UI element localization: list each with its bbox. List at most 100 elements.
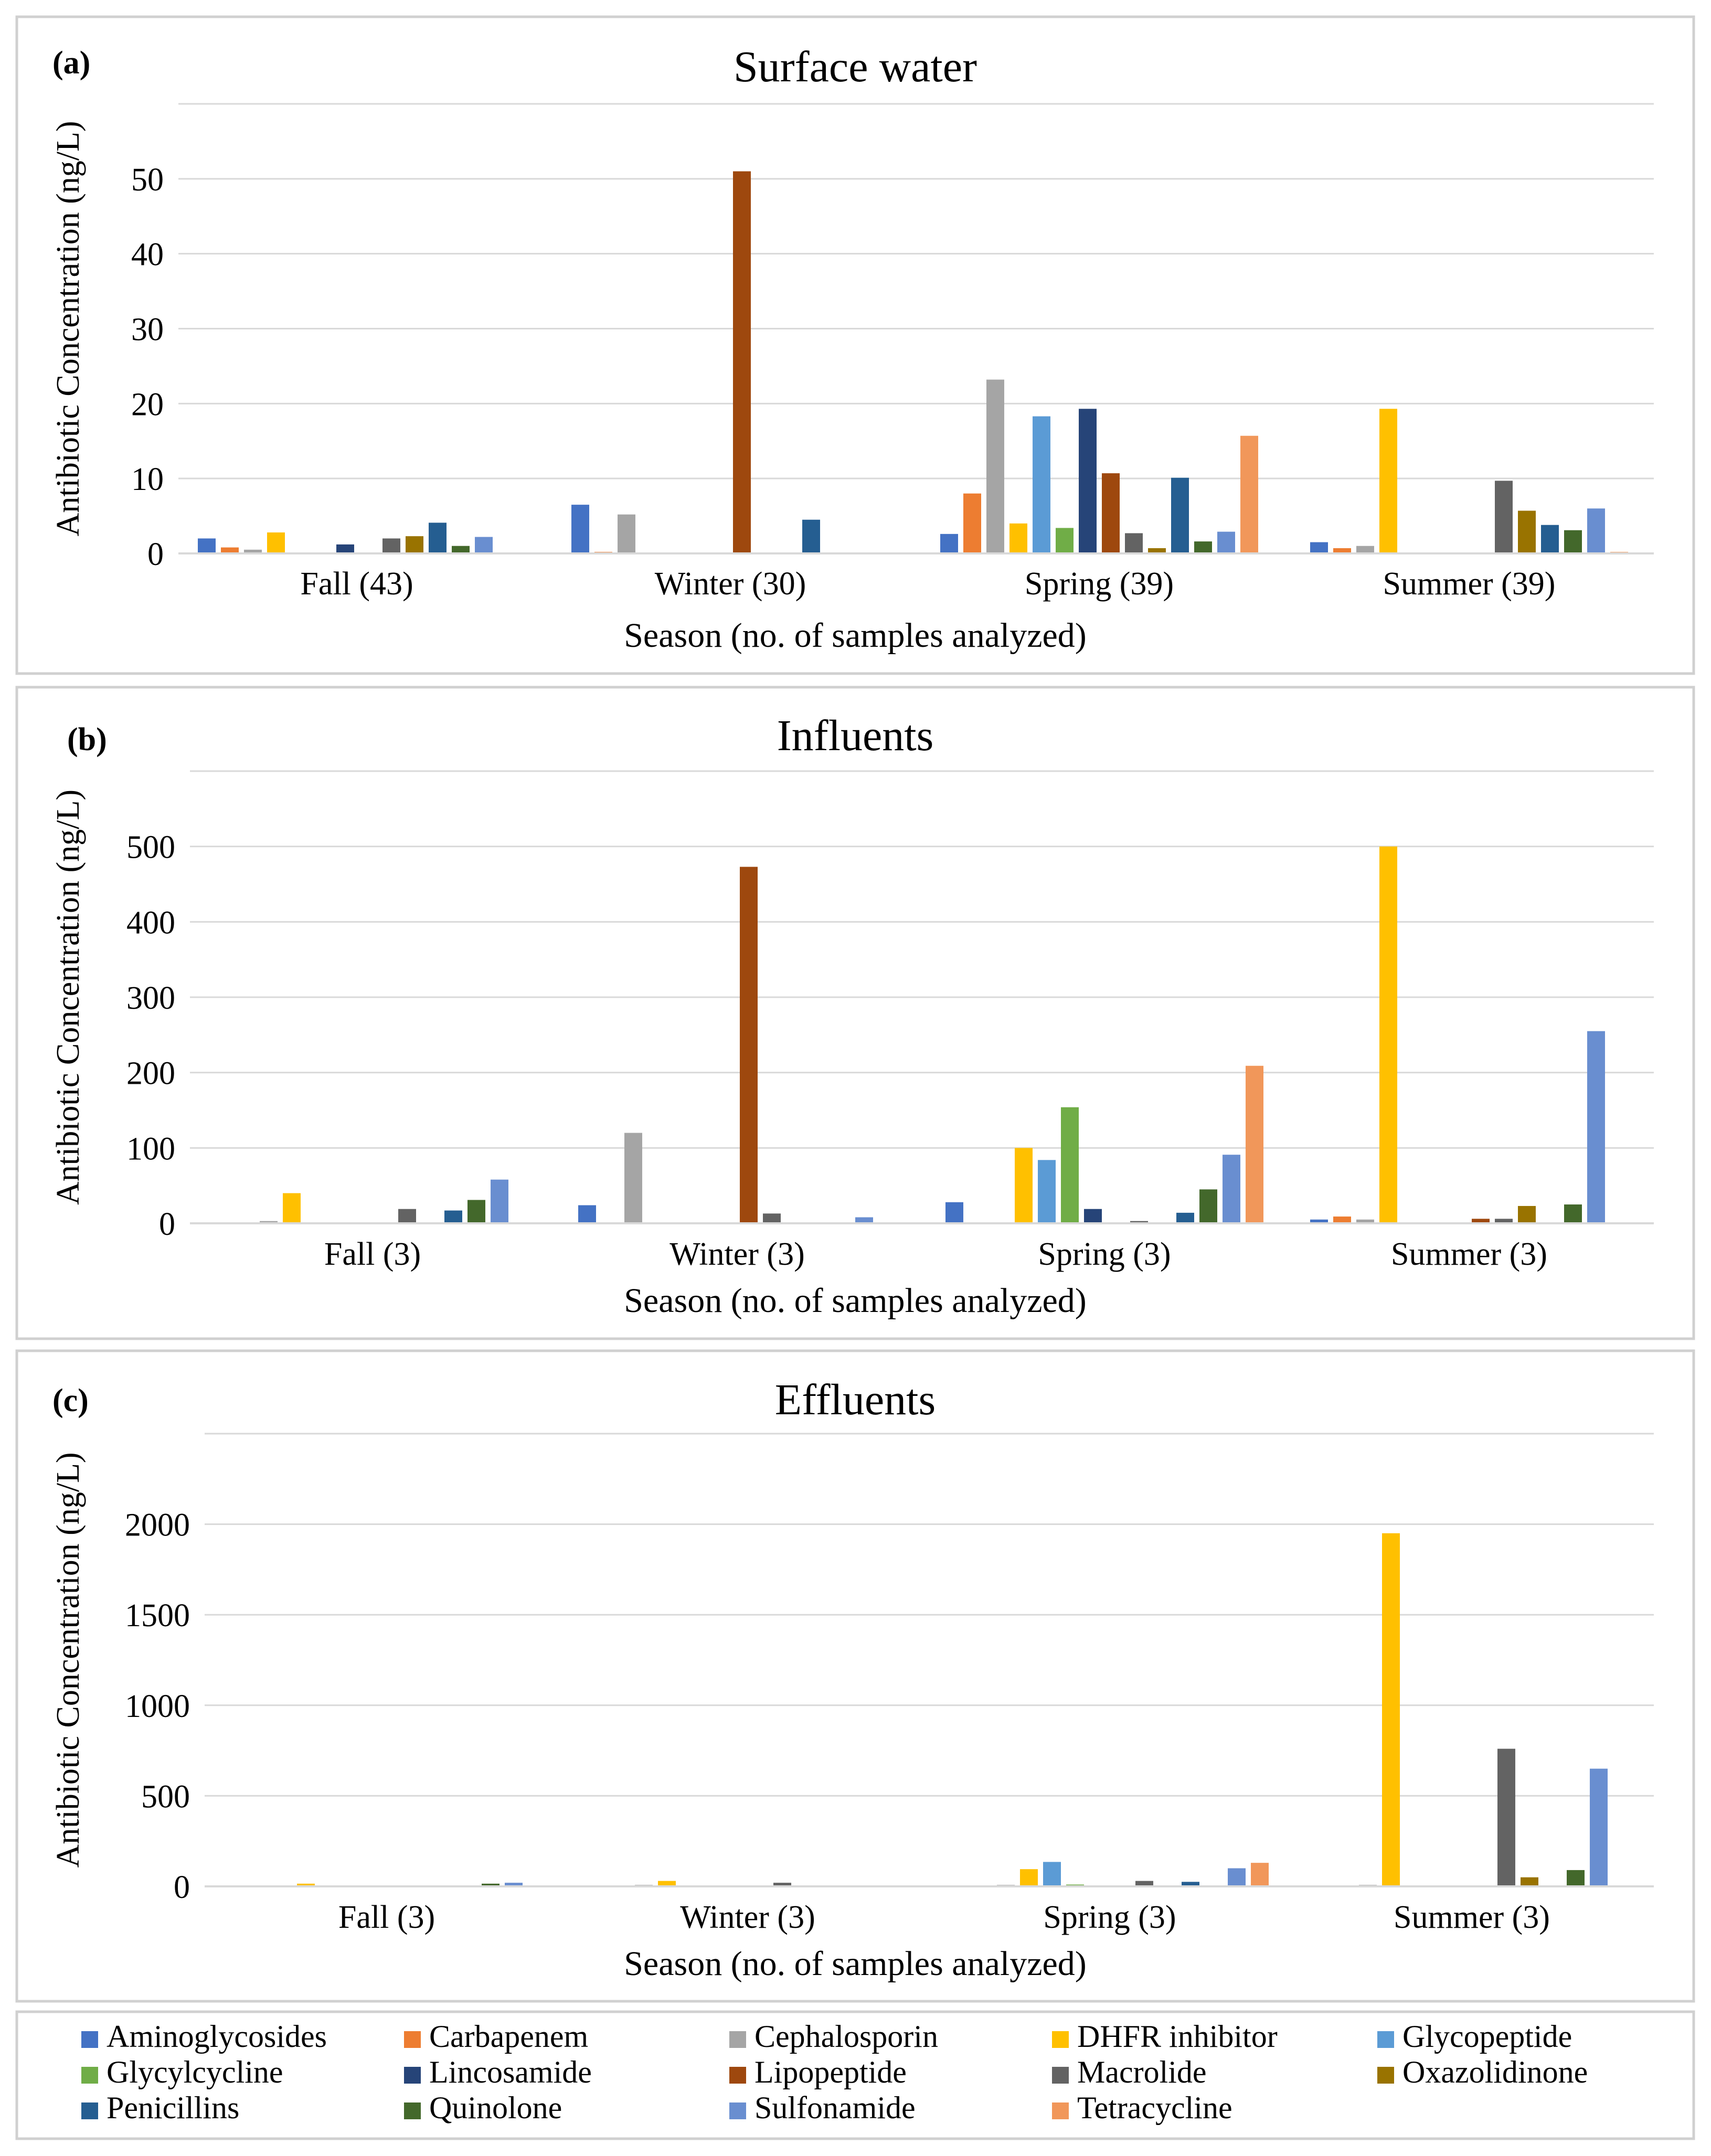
bar-sulfonamide (1590, 1768, 1608, 1886)
legend-label: Macrolide (1077, 2055, 1207, 2089)
legend-swatch (1052, 2031, 1069, 2048)
y-tick-label: 30 (131, 312, 164, 348)
bar-quinolone (1194, 541, 1212, 553)
bar-sulfonamide (475, 537, 493, 553)
bar-tetracycline (1240, 435, 1258, 553)
bar-lipopeptide (733, 171, 751, 553)
legend-label: Tetracycline (1077, 2090, 1232, 2125)
x-tick-label: Spring (3) (1043, 1899, 1176, 1935)
bar-quinolone (467, 1200, 485, 1223)
y-tick-label: 400 (126, 905, 175, 941)
bar-macrolide (1497, 1748, 1515, 1886)
bar-sulfonamide (505, 1883, 523, 1886)
bar-oxazolidinone (406, 536, 423, 553)
legend-item-penicillins: Penicillins (81, 2090, 239, 2125)
bar-glycopeptide (1033, 416, 1050, 553)
bar-aminoglycosides (1310, 542, 1328, 553)
panel-frame (15, 1349, 1695, 2003)
bar-macrolide (763, 1213, 781, 1223)
bar-dhfr-inhibitor (283, 1193, 301, 1223)
y-tick-label: 2000 (125, 1508, 190, 1543)
legend-swatch (81, 2102, 98, 2119)
chart-title: Surface water (734, 42, 977, 91)
x-tick-label: Spring (3) (1038, 1236, 1171, 1272)
bar-lipopeptide (1472, 1219, 1490, 1223)
bar-macrolide (398, 1209, 416, 1223)
bar-cephalosporin (986, 379, 1004, 553)
legend-swatch (404, 2102, 421, 2119)
bar-dhfr-inhibitor (1020, 1869, 1038, 1886)
bar-macrolide (1135, 1881, 1153, 1886)
y-tick-label: 0 (159, 1207, 175, 1242)
bar-cephalosporin (1356, 546, 1374, 553)
bar-carbapenem (221, 547, 239, 553)
x-tick-label: Winter (3) (669, 1236, 804, 1272)
bar-tetracycline (1246, 1065, 1263, 1223)
panel-label: (c) (52, 1383, 89, 1418)
bar-aminoglycosides (945, 1202, 963, 1223)
bar-dhfr-inhibitor (1382, 1533, 1400, 1886)
bar-carbapenem (1333, 548, 1351, 553)
bar-sulfonamide (1223, 1155, 1240, 1223)
bar-cephalosporin (624, 1133, 642, 1223)
bar-penicillins (1182, 1882, 1199, 1886)
y-axis-title: Antibiotic Concentration (ng/L) (50, 789, 86, 1205)
bar-cephalosporin (244, 549, 262, 553)
y-tick-label: 0 (147, 537, 164, 572)
bar-sulfonamide (491, 1179, 508, 1223)
chart-panels: 0 10 20 30 40 50 Fall (43) Winter (30) Spring (3… (15, 15, 1695, 2003)
y-axis-title: Antibiotic Concentration (ng/L) (50, 121, 86, 536)
y-tick-label: 10 (131, 462, 164, 497)
bar-sulfonamide (855, 1217, 873, 1223)
legend-frame (15, 2010, 1695, 2140)
bar-sulfonamide (1587, 508, 1605, 553)
bar-dhfr-inhibitor (658, 1881, 676, 1886)
bar-dhfr-inhibitor (297, 1883, 315, 1886)
bar-aminoglycosides (578, 1205, 596, 1223)
x-tick-label: Summer (3) (1391, 1236, 1547, 1272)
bar-penicillins (802, 519, 820, 553)
x-axis-title: Season (no. of samples analyzed) (624, 1282, 1087, 1320)
bar-quinolone (1564, 530, 1582, 553)
panel-frame (15, 15, 1695, 675)
legend-label: Sulfonamide (754, 2090, 916, 2125)
legend-label: Penicillins (107, 2090, 239, 2125)
bar-quinolone (452, 546, 470, 553)
legend-swatch (729, 2031, 746, 2048)
y-tick-label: 0 (174, 1870, 190, 1905)
legend-item-lipopeptide: Lipopeptide (729, 2055, 907, 2089)
bar-aminoglycosides (198, 538, 216, 553)
x-tick-label: Summer (39) (1383, 566, 1556, 602)
y-tick-label: 1000 (125, 1689, 190, 1724)
panel-label: (a) (52, 45, 90, 81)
bar-aminoglycosides (940, 533, 958, 553)
bar-quinolone (1567, 1870, 1585, 1886)
legend-label: Cephalosporin (754, 2019, 938, 2054)
bar-macrolide (1125, 533, 1143, 553)
legend-item-cephalosporin: Cephalosporin (729, 2019, 938, 2054)
legend-item-glycylcycline: Glycylcycline (81, 2055, 283, 2089)
bar-penicillins (444, 1210, 462, 1223)
bar-lincosamide (336, 544, 354, 553)
legend-swatch (1377, 2031, 1394, 2048)
legend-item-tetracycline: Tetracycline (1052, 2090, 1232, 2125)
bar-cephalosporin (1356, 1219, 1374, 1223)
legend-item-sulfonamide: Sulfonamide (729, 2090, 916, 2125)
legend-swatch (404, 2031, 421, 2048)
bar-penicillins (429, 522, 447, 553)
bar-sulfonamide (1587, 1031, 1605, 1223)
bar-macrolide (382, 538, 400, 553)
bar-penicillins (1171, 477, 1189, 553)
bar-aminoglycosides (1310, 1219, 1328, 1223)
legend: Aminoglycosides Carbapenem Cephalosporin DH… (15, 2010, 1695, 2140)
bar-quinolone (1199, 1189, 1217, 1223)
x-axis-title: Season (no. of samples analyzed) (624, 1945, 1087, 1983)
bar-cephalosporin (618, 514, 635, 553)
legend-item-macrolide: Macrolide (1052, 2055, 1207, 2089)
bar-glycopeptide (1038, 1160, 1056, 1223)
bar-macrolide (1495, 1219, 1513, 1223)
legend-swatch (1377, 2067, 1394, 2084)
legend-label: Glycopeptide (1402, 2019, 1572, 2054)
y-tick-label: 500 (126, 830, 175, 866)
